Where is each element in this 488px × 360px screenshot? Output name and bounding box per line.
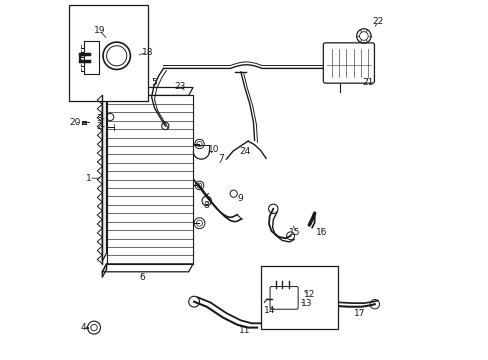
Text: 6: 6 — [139, 274, 144, 282]
Text: 9: 9 — [237, 194, 243, 203]
Text: 1: 1 — [86, 174, 92, 183]
Text: 17: 17 — [353, 309, 365, 318]
FancyBboxPatch shape — [323, 43, 374, 83]
Text: 21: 21 — [361, 78, 372, 87]
Polygon shape — [102, 87, 106, 261]
Text: 10: 10 — [208, 145, 219, 154]
Text: 4: 4 — [80, 323, 86, 332]
Text: 3: 3 — [96, 114, 102, 123]
Text: 18: 18 — [141, 48, 153, 57]
Text: 19: 19 — [94, 26, 105, 35]
Bar — [69, 5, 148, 101]
Text: 22: 22 — [371, 17, 383, 26]
FancyBboxPatch shape — [269, 287, 298, 309]
Text: 14: 14 — [264, 306, 275, 315]
Text: 15: 15 — [288, 228, 300, 237]
Polygon shape — [102, 264, 106, 277]
Text: 23: 23 — [174, 82, 186, 91]
Text: 20: 20 — [69, 118, 80, 127]
Text: 8: 8 — [203, 201, 208, 210]
Bar — [260, 266, 337, 329]
Text: 24: 24 — [239, 147, 250, 156]
Text: 5: 5 — [151, 78, 156, 87]
Text: 7: 7 — [218, 154, 224, 163]
Text: 13: 13 — [300, 299, 311, 308]
Polygon shape — [102, 87, 193, 95]
Text: 16: 16 — [316, 228, 327, 237]
Polygon shape — [102, 264, 193, 272]
Text: 12: 12 — [303, 289, 314, 299]
Text: 2: 2 — [96, 122, 102, 131]
Text: 11: 11 — [238, 326, 250, 335]
